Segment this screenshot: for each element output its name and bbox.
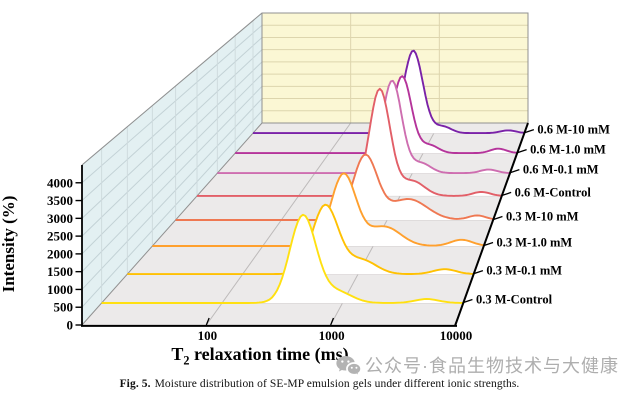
series-fill <box>101 214 463 303</box>
series-label: 0.6 M-Control <box>515 185 592 199</box>
series-line <box>101 213 463 304</box>
y-tick-label: 2500 <box>47 229 73 244</box>
series-label: 0.3 M-0.1 mM <box>486 264 562 278</box>
y-tick-label: 0 <box>67 318 74 333</box>
series-curves <box>101 49 525 304</box>
series-label: 0.3 M-1.0 mM <box>497 236 573 250</box>
y-tick-label: 3000 <box>47 211 73 226</box>
y-axis-title: Intensity (%) <box>0 195 18 293</box>
series-label: 0.6 M-0.1 mM <box>523 163 599 177</box>
x-axis-title-main: T <box>171 344 184 364</box>
caption-text: Moisture distribution of SE-MP emulsion … <box>154 378 520 390</box>
watermark-text: 公众号·食品生物技术与大健康 <box>365 356 619 376</box>
y-tick-label: 4000 <box>47 175 73 190</box>
back-wall <box>262 13 528 123</box>
axes: 0 500 1000 1500 2000 2500 3000 3500 4000 100 1000 1… <box>47 123 610 343</box>
y-tick-label: 500 <box>54 300 74 315</box>
watermark: 公众号·食品生物技术与大健康 <box>336 354 619 378</box>
series-label: 0.3 M-10 mM <box>506 209 579 223</box>
x-tick-label: 100 <box>198 328 218 343</box>
x-axis-title-sub: 2 <box>183 353 190 368</box>
x-axis-title-rest: relaxation time (ms) <box>189 344 349 364</box>
series-axis-line <box>454 122 529 327</box>
series-fill <box>175 154 493 220</box>
series-label: 0.3 M-Control <box>476 292 553 306</box>
x-axis-title: T2 relaxation time (ms) <box>0 344 520 369</box>
series-0.3-m-control <box>101 213 463 304</box>
y-tick-label: 1000 <box>47 282 73 297</box>
y-tick-label: 3500 <box>47 193 73 208</box>
series-label: 0.6 M-1.0 mM <box>530 143 606 157</box>
caption-prefix: Fig. 5. <box>119 378 151 390</box>
y-tick-label: 2000 <box>47 246 73 261</box>
x-tick-label: 1000 <box>319 328 345 343</box>
series-label: 0.6 M-10 mM <box>537 123 610 137</box>
y-tick-label: 1500 <box>47 264 73 279</box>
wechat-icon <box>336 356 361 377</box>
x-tick-label: 10000 <box>440 328 473 343</box>
figure-caption: Fig. 5. Moisture distribution of SE-MP em… <box>0 378 639 390</box>
